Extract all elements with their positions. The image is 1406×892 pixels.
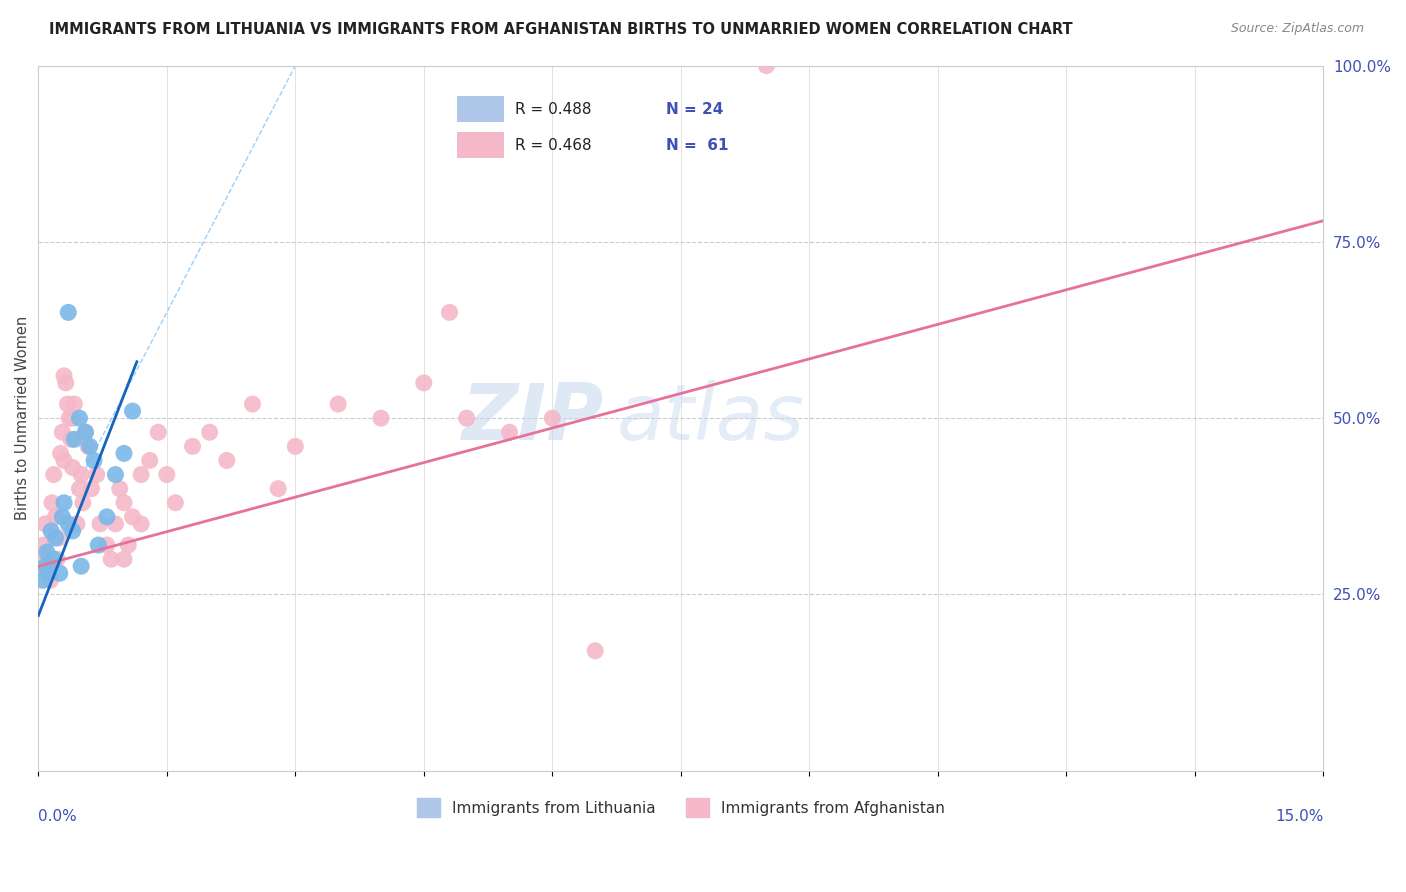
Point: [89, 516, 111, 531]
Point: [58, 411, 80, 425]
Point: [755, 59, 778, 73]
Point: [53, 368, 76, 383]
Point: [129, 467, 152, 482]
Point: [48, 531, 70, 545]
Y-axis label: Births to Unmarried Women: Births to Unmarried Women: [15, 316, 30, 520]
Point: [31, 566, 53, 581]
Point: [328, 397, 350, 411]
Point: [541, 411, 564, 425]
Point: [62, 411, 84, 425]
Point: [72, 496, 94, 510]
Legend: Immigrants from Lithuania, Immigrants from Afghanistan: Immigrants from Lithuania, Immigrants fr…: [411, 792, 950, 823]
Point: [38, 559, 60, 574]
Point: [63, 432, 86, 446]
Point: [96, 509, 118, 524]
Point: [35, 545, 58, 559]
Point: [77, 439, 100, 453]
Point: [38, 566, 60, 581]
Point: [70, 559, 93, 574]
Point: [181, 439, 204, 453]
Point: [456, 411, 478, 425]
Point: [583, 644, 606, 658]
Point: [100, 552, 122, 566]
Point: [267, 482, 290, 496]
Point: [498, 425, 520, 440]
Point: [56, 397, 79, 411]
Text: IMMIGRANTS FROM LITHUANIA VS IMMIGRANTS FROM AFGHANISTAN BIRTHS TO UNMARRIED WOM: IMMIGRANTS FROM LITHUANIA VS IMMIGRANTS …: [49, 22, 1073, 37]
Point: [59, 432, 82, 446]
Point: [51, 509, 73, 524]
Text: Source: ZipAtlas.com: Source: ZipAtlas.com: [1230, 22, 1364, 36]
Point: [53, 496, 76, 510]
Text: atlas: atlas: [617, 380, 804, 456]
Point: [42, 552, 65, 566]
Point: [439, 305, 461, 319]
Point: [70, 467, 93, 482]
Point: [66, 516, 89, 531]
Point: [44, 531, 66, 545]
Point: [112, 496, 135, 510]
Point: [62, 460, 84, 475]
Point: [412, 376, 434, 390]
Point: [51, 425, 73, 440]
Point: [34, 559, 56, 574]
Text: 15.0%: 15.0%: [1275, 809, 1323, 824]
Point: [148, 425, 170, 440]
Point: [86, 467, 108, 482]
Point: [39, 524, 62, 538]
Point: [138, 453, 160, 467]
Point: [31, 574, 53, 588]
Point: [112, 552, 135, 566]
Point: [32, 538, 55, 552]
Point: [75, 425, 97, 440]
Point: [83, 453, 105, 467]
Point: [53, 453, 76, 467]
Point: [104, 516, 127, 531]
Point: [112, 446, 135, 460]
Point: [215, 453, 238, 467]
Point: [44, 509, 66, 524]
Point: [62, 524, 84, 538]
Point: [58, 516, 80, 531]
Point: [242, 397, 264, 411]
Point: [165, 496, 187, 510]
Point: [58, 305, 80, 319]
Point: [41, 496, 63, 510]
Point: [284, 439, 307, 453]
Point: [55, 376, 77, 390]
Point: [121, 404, 143, 418]
Point: [46, 552, 69, 566]
Point: [63, 397, 86, 411]
Point: [370, 411, 392, 425]
Point: [80, 482, 103, 496]
Point: [117, 538, 139, 552]
Point: [34, 516, 56, 531]
Point: [104, 467, 127, 482]
Point: [121, 509, 143, 524]
Point: [87, 538, 110, 552]
Point: [48, 566, 70, 581]
Point: [79, 439, 101, 453]
Point: [69, 482, 91, 496]
Point: [198, 425, 221, 440]
Point: [75, 425, 97, 440]
Point: [42, 467, 65, 482]
Point: [96, 538, 118, 552]
Point: [69, 411, 91, 425]
Point: [129, 516, 152, 531]
Point: [156, 467, 179, 482]
Point: [49, 446, 72, 460]
Text: 0.0%: 0.0%: [38, 809, 77, 824]
Point: [35, 552, 58, 566]
Text: ZIP: ZIP: [461, 380, 603, 456]
Point: [108, 482, 131, 496]
Point: [39, 574, 62, 588]
